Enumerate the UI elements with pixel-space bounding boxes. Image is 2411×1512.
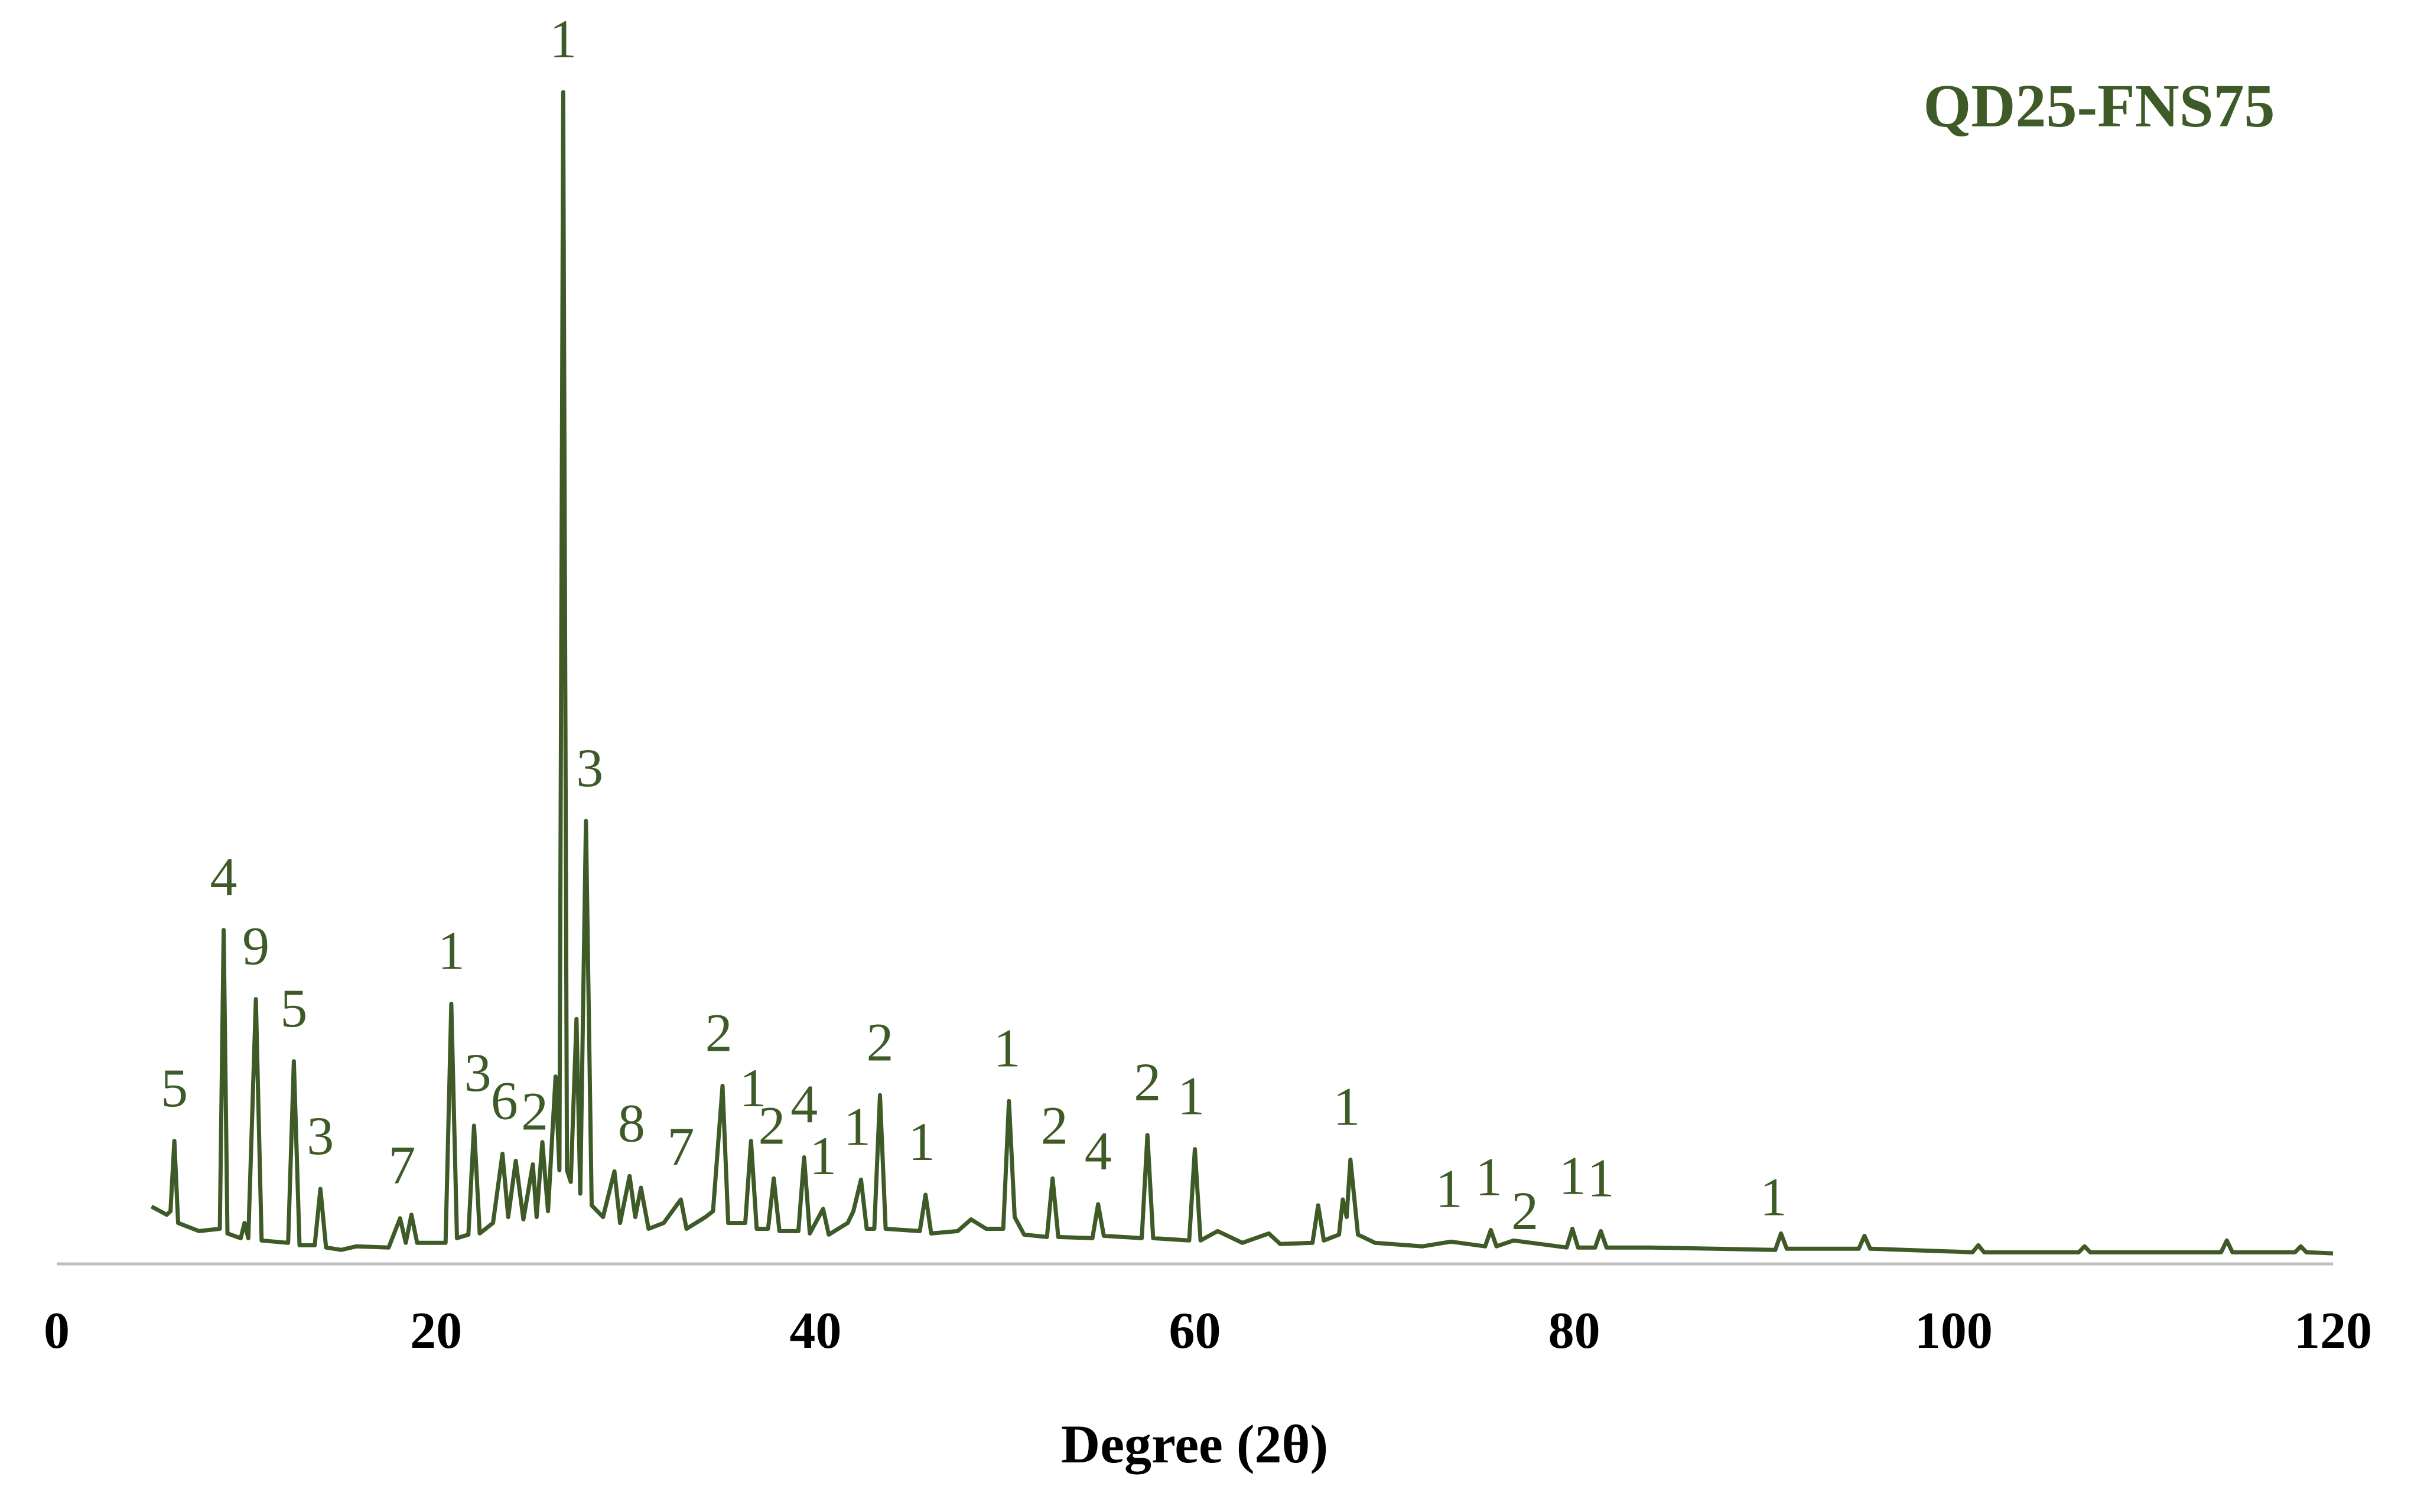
peak-label: 1 — [438, 921, 465, 981]
peak-label: 5 — [161, 1058, 188, 1118]
peak-label: 2 — [1511, 1181, 1538, 1241]
x-tick-label: 40 — [789, 1302, 841, 1360]
peak-label: 1 — [1436, 1158, 1463, 1218]
x-tick-label: 80 — [1548, 1302, 1600, 1360]
peak-label: 8 — [618, 1093, 645, 1153]
x-tick-label: 0 — [44, 1302, 70, 1360]
x-tick-label: 100 — [1915, 1302, 1993, 1360]
x-tick-label: 20 — [410, 1302, 462, 1360]
peak-label: 1 — [1177, 1066, 1205, 1126]
peak-label: 9 — [242, 916, 269, 976]
peak-label: 1 — [1333, 1077, 1360, 1137]
peak-label: 5 — [280, 978, 307, 1038]
x-tick-label: 120 — [2294, 1302, 2372, 1360]
peak-label: 6 — [491, 1071, 518, 1131]
peak-label: 2 — [705, 1003, 733, 1063]
peak-label: 1 — [908, 1112, 935, 1172]
peak-label: 2 — [867, 1012, 894, 1072]
peak-label: 1 — [1587, 1148, 1615, 1208]
peak-label: 2 — [758, 1095, 785, 1155]
peak-label: 1 — [549, 9, 577, 69]
peak-label: 1 — [844, 1096, 871, 1156]
peak-label: 2 — [1134, 1052, 1161, 1112]
peak-label: 4 — [210, 847, 237, 907]
x-tick-label: 60 — [1169, 1302, 1221, 1360]
xrd-line — [150, 90, 2334, 1256]
peak-label: 7 — [388, 1135, 415, 1195]
peak-label: 1 — [739, 1058, 766, 1118]
peak-label: 1 — [809, 1126, 837, 1186]
peak-label: 1 — [1475, 1147, 1502, 1207]
peak-label: 3 — [307, 1106, 334, 1166]
peak-label: 4 — [790, 1074, 818, 1135]
peak-label: 3 — [576, 738, 603, 798]
chart-title: QD25-FNS75 — [1923, 72, 2275, 140]
peak-label: 1 — [994, 1018, 1021, 1078]
peak-label: 1 — [1760, 1166, 1787, 1227]
x-axis-label: Degree (2θ) — [1061, 1414, 1328, 1474]
peak-label: 2 — [521, 1081, 548, 1141]
peak-label: 2 — [1041, 1095, 1068, 1155]
peak-label: 7 — [667, 1116, 694, 1177]
peak-label: 3 — [464, 1042, 492, 1103]
peak-label: 4 — [1085, 1121, 1112, 1181]
peak-label: 1 — [1558, 1146, 1586, 1206]
